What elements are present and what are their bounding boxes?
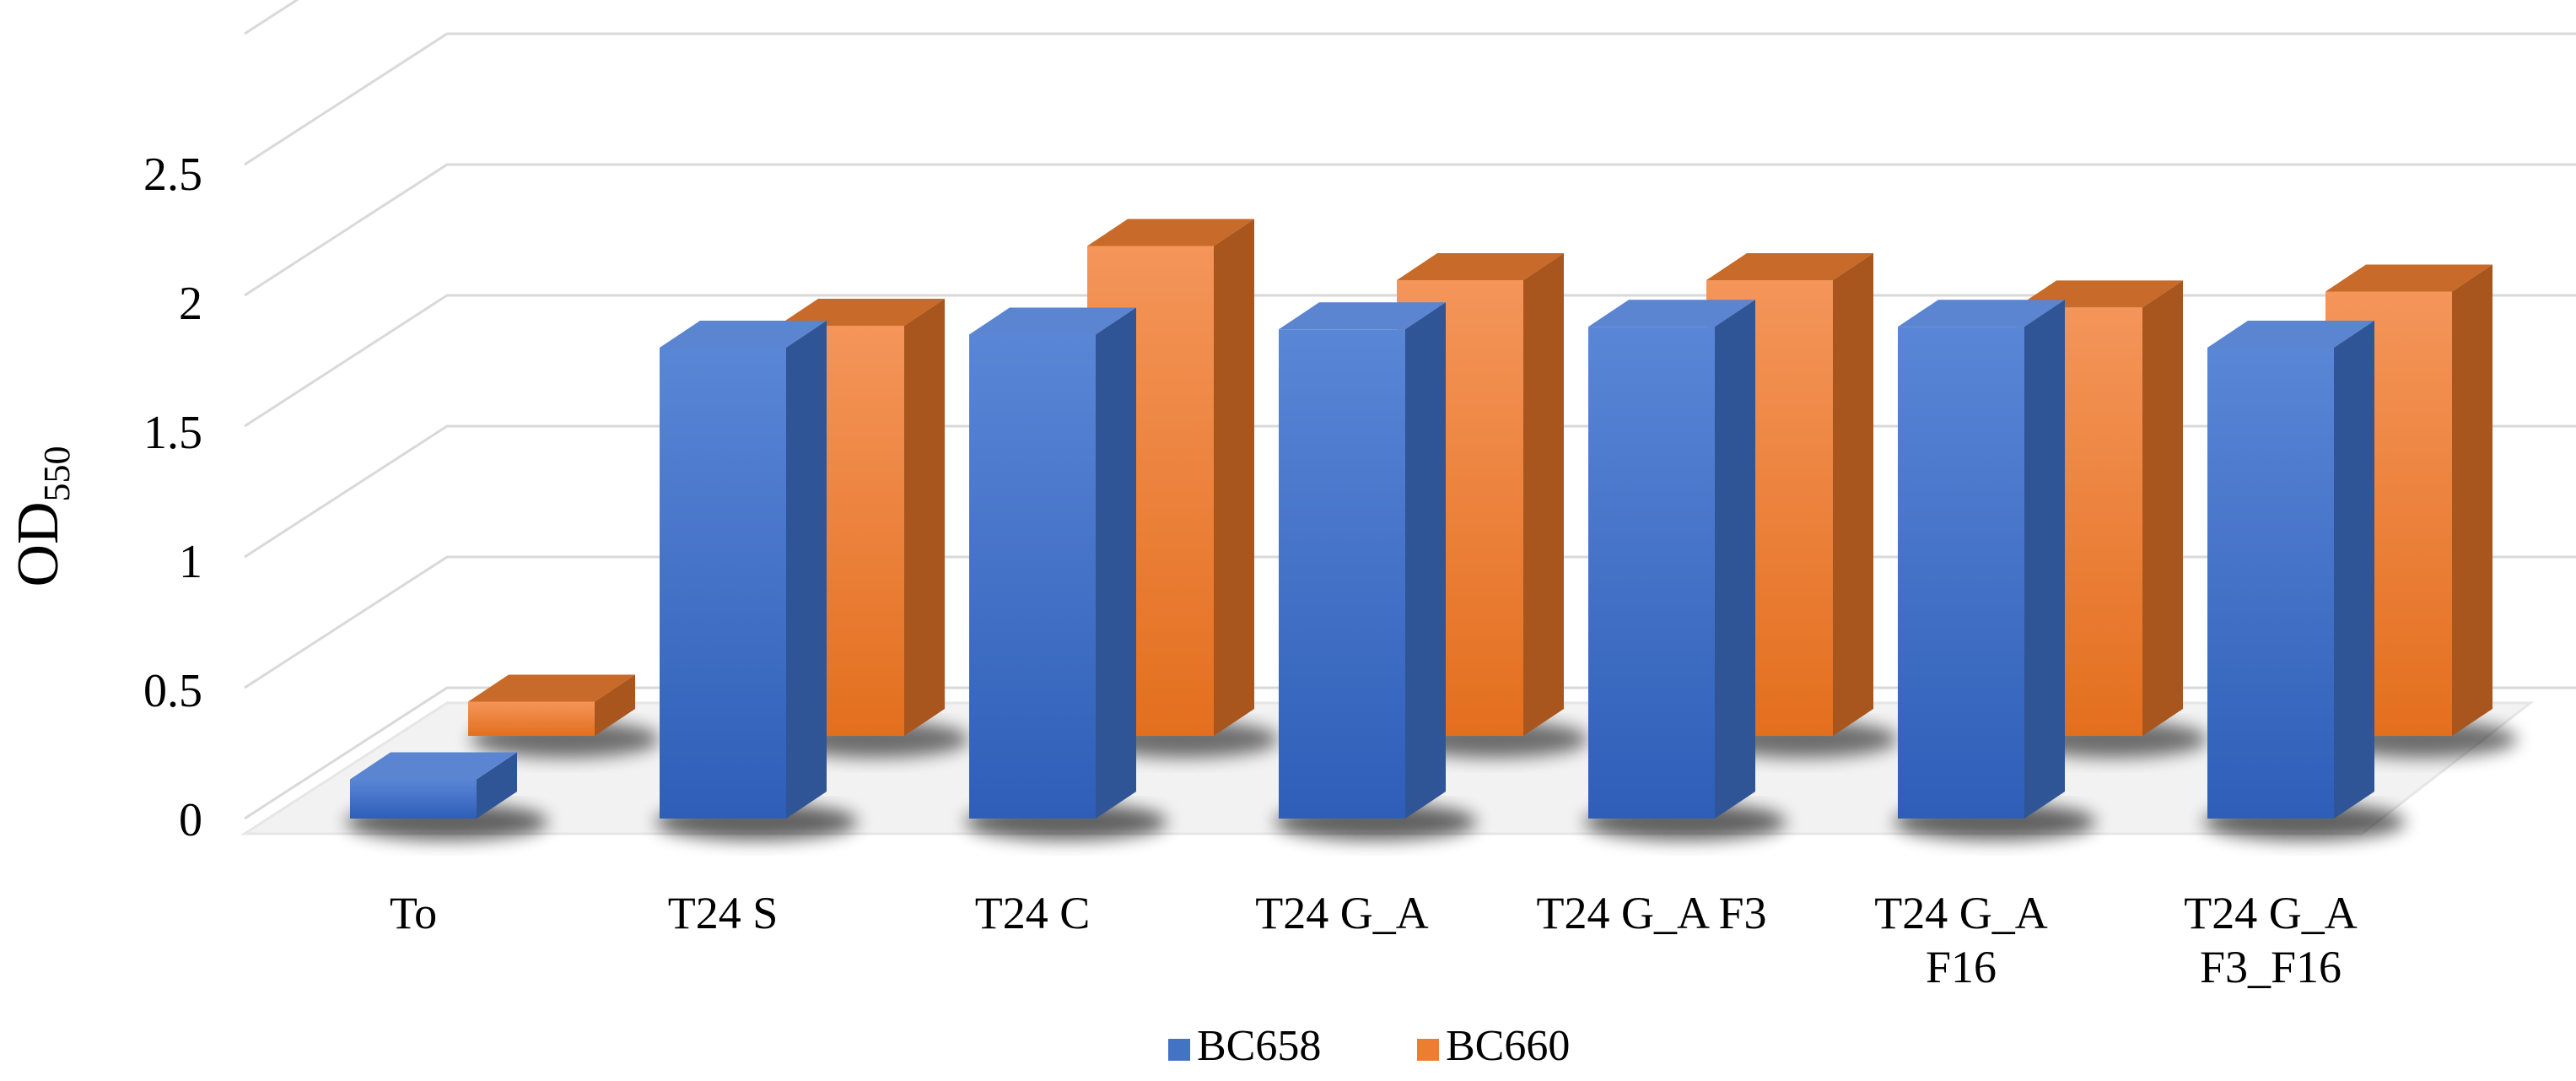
bar-bc660-3-side [1523,253,1564,736]
bar-bc660-4-side [1833,253,1873,736]
bar-bc658-5-front [1898,327,2024,819]
bar-bc658-3 [1279,302,1446,819]
bar-bc658-5-side [2024,300,2065,819]
x-tick-label: T24 G_A F3 [1536,888,1766,938]
y-tick-label: 0.5 [143,665,202,717]
x-tick-label: T24 G_A F3_F16 [2184,888,2357,992]
x-tick-label: T24 C [975,888,1091,938]
bar-bc658-6-side [2334,321,2374,819]
legend-label-bc658: BC658 [1197,1022,1321,1070]
bar-bc660-6-top [2325,264,2492,292]
x-tick-label: To [390,888,437,938]
x-tick-label-line: T24 G_A F3 [1536,888,1766,938]
x-tick-label: T24 G_A F16 [1874,888,2047,992]
bar-bc658-3-top [1279,302,1446,330]
x-tick-label-line: T24 S [668,888,779,938]
bar-bc658-4-top [1588,300,1755,327]
x-tick-label: T24 G_A [1255,888,1428,938]
bar-bc660-2-side [1214,219,1254,736]
legend-swatch-bc660 [1417,1039,1439,1061]
bar-bc658-5-top [1898,300,2065,327]
y-tick-label: 2 [179,278,202,330]
legend: BC658 BC660 [1168,1022,1570,1070]
legend-label-bc660: BC660 [1446,1022,1570,1070]
bar-bc658-4-side [1715,300,1755,819]
bar-bc660-6-side [2452,264,2492,736]
bar-bc660-0-front [468,701,595,736]
bar-bc658-2-side [1096,307,1136,819]
y-axis-label: OD550 [6,446,78,586]
y-tick-label: 0 [179,794,202,846]
x-tick-label-line: T24 C [975,888,1091,938]
x-tick-label-line: To [390,888,437,938]
bar-bc660-1-top [778,299,945,326]
bar-bc660-0 [468,674,635,736]
bar-bc658-0-top [350,752,517,780]
x-axis-ticks: To T24 S T24 C T24 G_A T24 G_A F3 T24 G_A F16T… [390,888,2358,992]
bar-bc660-5-side [2142,280,2183,736]
bar-bc660-4-top [1706,253,1873,280]
x-tick-label-line: F3_F16 [2200,942,2342,992]
bar-bc658-2-top [969,307,1136,335]
bar-bc660-3-top [1397,253,1564,280]
bar-bc660-1-side [904,299,945,736]
bar-bc658-6 [2207,321,2374,819]
bar-bc658-0-side [477,752,517,819]
bar-bc658-1-side [786,321,827,819]
bar-bc658-2-front [969,334,1096,819]
bar-bc658-5 [1898,300,2065,819]
bar-bc658-6-top [2207,321,2374,348]
x-tick-label-line: F16 [1926,942,1997,992]
bar-bc658-4-front [1588,327,1715,819]
legend-swatch-bc658 [1168,1039,1190,1061]
bar-bc660-2-top [1087,219,1254,246]
x-tick-label-line: T24 G_A [1874,888,2047,938]
bar-bc658-0-front [350,779,477,819]
bar-bc658-1-top [660,321,827,348]
y-axis-label-main: OD [6,501,71,586]
gridline [244,0,299,35]
bar-bc658-1-front [660,348,786,819]
x-tick-label: T24 S [668,888,779,938]
gridline [244,163,2576,297]
x-tick-label-line: T24 G_A [1255,888,1428,938]
gridline [244,32,2576,166]
y-tick-label: 1 [179,536,202,588]
bar-bc658-3-side [1405,302,1446,819]
y-tick-label: 1.5 [143,407,202,459]
bar-bc658-0 [350,752,517,819]
bar-bc658-2 [969,307,1136,819]
x-tick-label-line: T24 G_A [2184,888,2357,938]
series-bc658-bars [350,300,2374,819]
bar-bc660-0-top [468,674,635,702]
bar-bc660-0-side [595,674,635,736]
y-tick-label: 2.5 [143,149,202,201]
bar-bc658-4 [1588,300,1755,819]
y-axis-ticks: 0 0.5 1 1.5 2 2.5 [143,149,202,846]
bar-bc658-3-front [1279,329,1405,819]
bar-bc658-6-front [2207,348,2334,819]
bar-bc658-1 [660,321,827,819]
y-axis-label-subscript: 550 [36,446,78,501]
